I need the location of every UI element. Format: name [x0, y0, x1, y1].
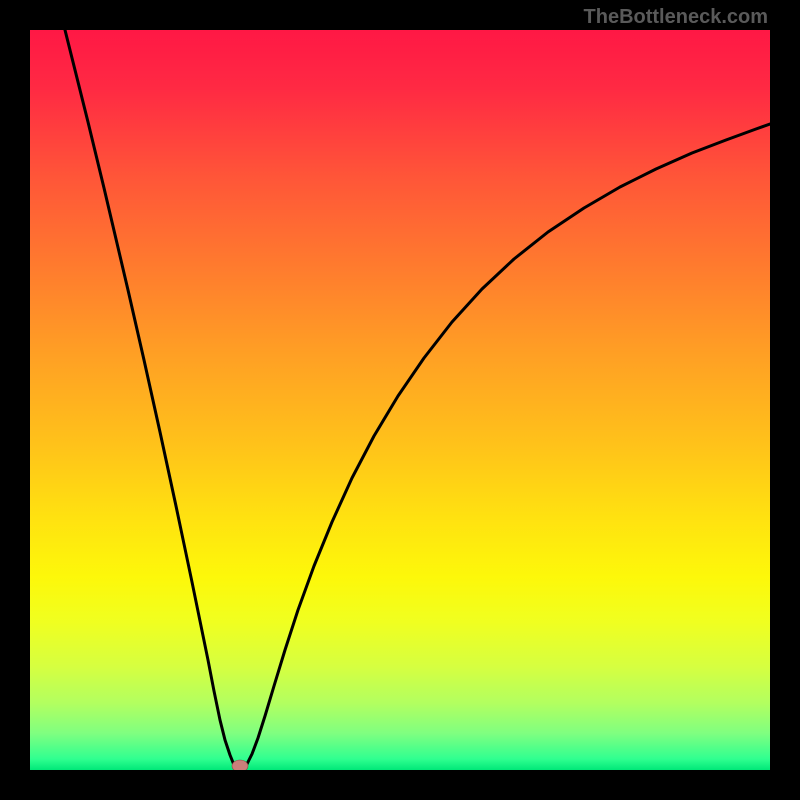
- chart-frame: TheBottleneck.com: [0, 0, 800, 800]
- plot-area: [30, 30, 770, 770]
- plot-svg: [30, 30, 770, 770]
- minimum-marker: [232, 760, 248, 770]
- watermark-text: TheBottleneck.com: [584, 6, 768, 29]
- gradient-background: [30, 30, 770, 770]
